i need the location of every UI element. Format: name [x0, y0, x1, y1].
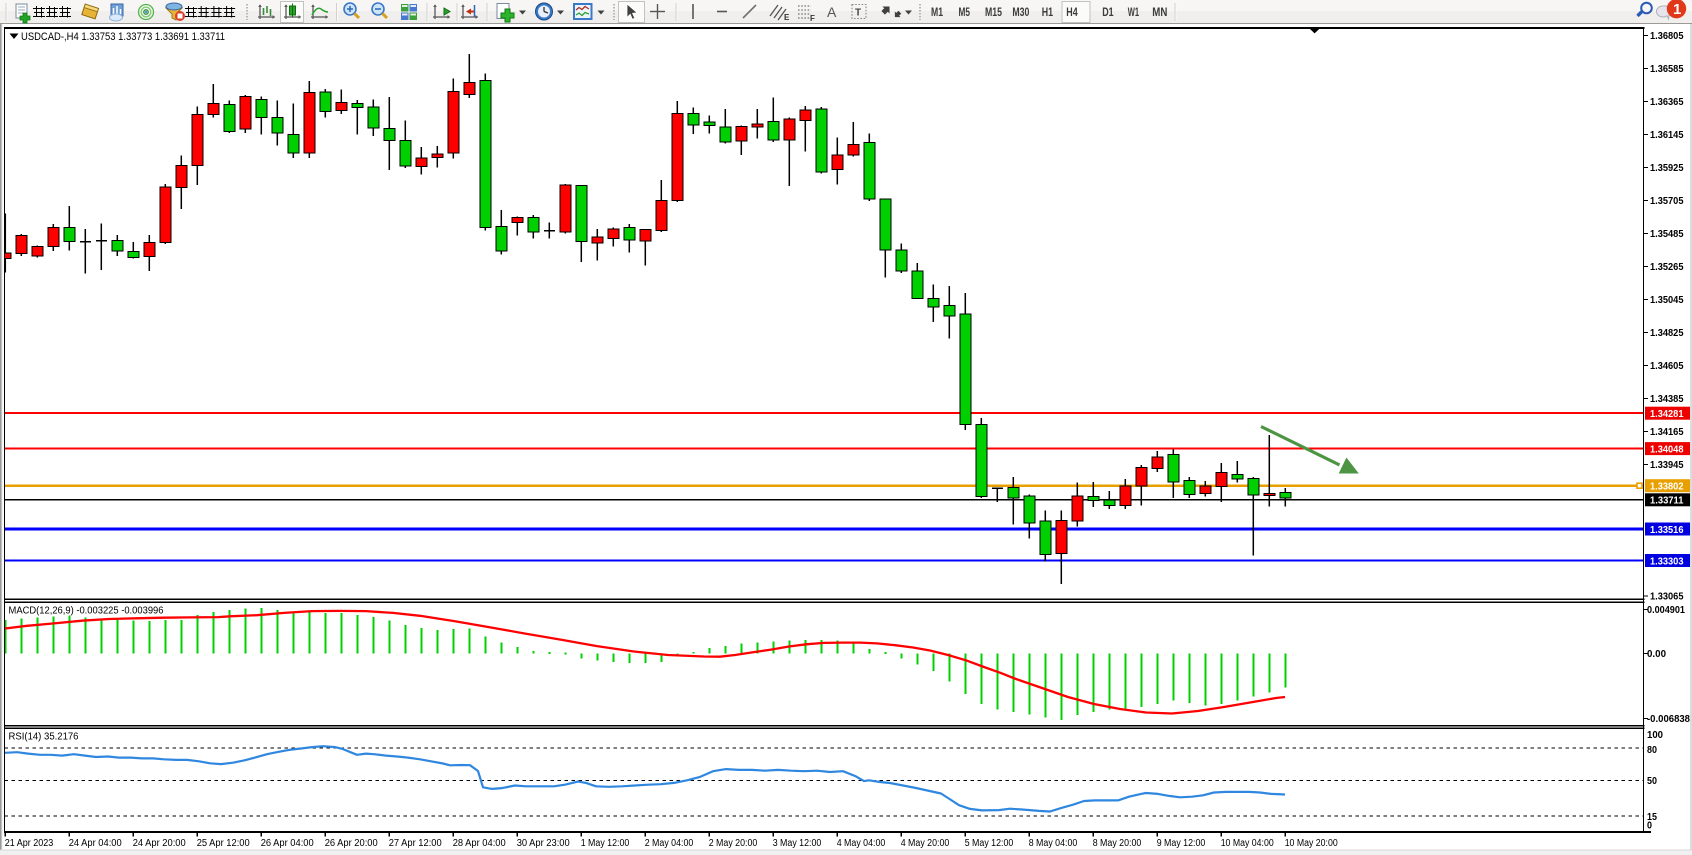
svg-text:A: A: [827, 4, 837, 20]
svg-text:24 Apr 04:00: 24 Apr 04:00: [69, 838, 122, 849]
svg-text:27 Apr 12:00: 27 Apr 12:00: [389, 838, 442, 849]
svg-text:10 May 20:00: 10 May 20:00: [1285, 838, 1338, 849]
svg-text:0.004901: 0.004901: [1647, 605, 1685, 616]
svg-text:2 May 20:00: 2 May 20:00: [709, 838, 758, 849]
svg-text:M15: M15: [985, 5, 1002, 19]
svg-text:H4: H4: [1066, 5, 1078, 19]
svg-text:0: 0: [1647, 820, 1652, 831]
svg-text:1.36805: 1.36805: [1650, 31, 1684, 42]
svg-text:1.34825: 1.34825: [1650, 328, 1684, 339]
svg-text:M1: M1: [931, 5, 943, 19]
svg-text:100: 100: [1647, 730, 1663, 741]
svg-text:1: 1: [1673, 1, 1681, 18]
svg-text:1.36585: 1.36585: [1650, 64, 1684, 75]
svg-text:26 Apr 20:00: 26 Apr 20:00: [325, 838, 378, 849]
svg-text:1.36365: 1.36365: [1650, 97, 1684, 108]
svg-text:M30: M30: [1012, 5, 1029, 19]
svg-text:15: 15: [1647, 812, 1657, 823]
svg-text:3 May 12:00: 3 May 12:00: [773, 838, 822, 849]
svg-text:1.36145: 1.36145: [1650, 130, 1684, 141]
svg-text:T: T: [855, 8, 861, 19]
svg-text:USDCAD-,H4 1.33753 1.33773 1.: USDCAD-,H4 1.33753 1.33773 1.33691 1.337…: [21, 31, 225, 43]
svg-text:1.35265: 1.35265: [1650, 262, 1684, 273]
svg-text:1.35485: 1.35485: [1650, 229, 1684, 240]
svg-text:28 Apr 04:00: 28 Apr 04:00: [453, 838, 506, 849]
svg-text:1.33945: 1.33945: [1650, 460, 1684, 471]
svg-text:MACD(12,26,9) -0.003225 -0.003: MACD(12,26,9) -0.003225 -0.003996: [9, 606, 164, 617]
svg-text:RSI(14) 35.2176: RSI(14) 35.2176: [9, 732, 79, 743]
svg-text:F: F: [810, 14, 815, 23]
svg-text:1.34385: 1.34385: [1650, 394, 1684, 405]
svg-text:-0.006838: -0.006838: [1647, 714, 1690, 725]
svg-text:1.35925: 1.35925: [1650, 163, 1684, 174]
svg-text:1.33802: 1.33802: [1650, 482, 1684, 493]
svg-text:50: 50: [1647, 776, 1657, 787]
svg-text:10 May 04:00: 10 May 04:00: [1221, 838, 1274, 849]
svg-text:W1: W1: [1128, 5, 1140, 19]
svg-text:8 May 20:00: 8 May 20:00: [1093, 838, 1142, 849]
svg-text:26 Apr 04:00: 26 Apr 04:00: [261, 838, 314, 849]
svg-text:25 Apr 12:00: 25 Apr 12:00: [197, 838, 250, 849]
svg-text:H1: H1: [1042, 5, 1054, 19]
svg-text:80: 80: [1647, 745, 1657, 756]
svg-text:D1: D1: [1102, 5, 1114, 19]
svg-text:1.34281: 1.34281: [1650, 409, 1684, 420]
svg-text:M5: M5: [959, 5, 971, 19]
svg-text:1.33516: 1.33516: [1650, 525, 1684, 536]
svg-text:1.34165: 1.34165: [1650, 427, 1684, 438]
svg-text:5 May 12:00: 5 May 12:00: [965, 838, 1014, 849]
svg-text:1.35705: 1.35705: [1650, 196, 1684, 207]
svg-text:1.33303: 1.33303: [1650, 556, 1684, 567]
svg-text:E: E: [784, 13, 790, 22]
svg-text:4 May 04:00: 4 May 04:00: [837, 838, 886, 849]
svg-text:1 May 12:00: 1 May 12:00: [581, 838, 630, 849]
svg-text:21 Apr 2023: 21 Apr 2023: [5, 838, 54, 849]
svg-text:1.34605: 1.34605: [1650, 361, 1684, 372]
svg-text:0.00: 0.00: [1647, 649, 1666, 660]
svg-text:1.33065: 1.33065: [1650, 592, 1684, 603]
svg-text:8 May 04:00: 8 May 04:00: [1029, 838, 1078, 849]
svg-text:1.34048: 1.34048: [1650, 444, 1684, 455]
svg-text:9 May 12:00: 9 May 12:00: [1157, 838, 1206, 849]
svg-text:1.35045: 1.35045: [1650, 295, 1684, 306]
svg-text:30 Apr 23:00: 30 Apr 23:00: [517, 838, 570, 849]
svg-text:2 May 04:00: 2 May 04:00: [645, 838, 694, 849]
svg-text:24 Apr 20:00: 24 Apr 20:00: [133, 838, 186, 849]
svg-text:MN: MN: [1152, 5, 1167, 19]
svg-text:1.33711: 1.33711: [1650, 496, 1684, 507]
svg-text:4 May 20:00: 4 May 20:00: [901, 838, 950, 849]
